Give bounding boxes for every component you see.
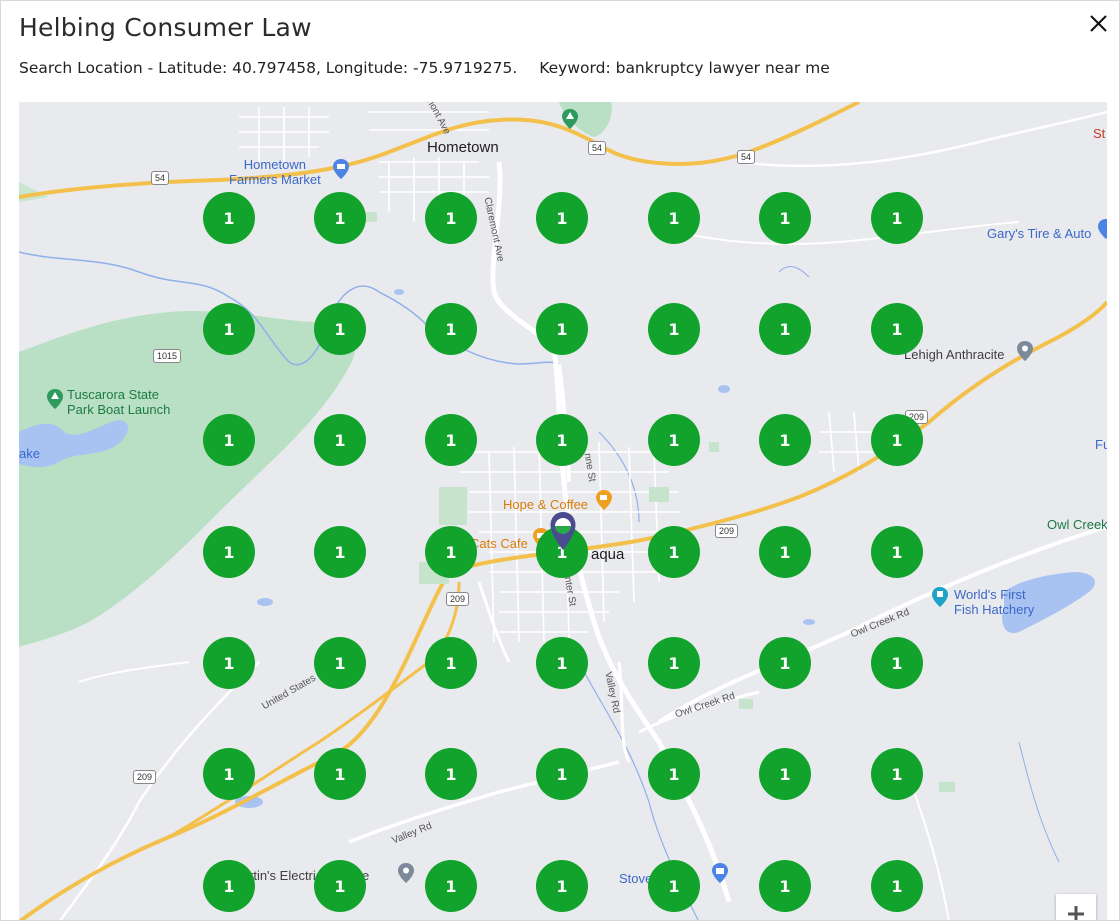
route-shield-54: 54 bbox=[151, 171, 170, 185]
map-label-owl-creek: Owl Creek bbox=[1047, 517, 1107, 532]
grid-marker[interactable]: 1 bbox=[648, 303, 700, 355]
grid-marker[interactable]: 1 bbox=[536, 748, 588, 800]
dialog-title: Helbing Consumer Law bbox=[19, 13, 312, 42]
route-shield-209: 209 bbox=[715, 524, 739, 538]
grid-marker[interactable]: 1 bbox=[759, 414, 811, 466]
grid-marker[interactable]: 1 bbox=[203, 860, 255, 912]
grid-marker[interactable]: 1 bbox=[536, 860, 588, 912]
map-label-farmers-market: Hometown Farmers Market bbox=[229, 157, 321, 187]
grid-marker[interactable]: 1 bbox=[648, 860, 700, 912]
grid-marker[interactable]: 1 bbox=[759, 303, 811, 355]
grid-marker[interactable]: 1 bbox=[648, 526, 700, 578]
grid-marker[interactable]: 1 bbox=[648, 637, 700, 689]
grid-marker[interactable]: 1 bbox=[314, 526, 366, 578]
grid-marker[interactable]: 1 bbox=[759, 526, 811, 578]
grid-marker[interactable]: 1 bbox=[759, 192, 811, 244]
grid-marker[interactable]: 1 bbox=[871, 748, 923, 800]
grid-marker[interactable]: 1 bbox=[648, 192, 700, 244]
map-label-hometown: Hometown bbox=[427, 139, 499, 156]
map-label-cats-cafe: Cats Cafe bbox=[470, 536, 528, 551]
grid-marker[interactable]: 1 bbox=[314, 192, 366, 244]
grid-marker[interactable]: 1 bbox=[314, 303, 366, 355]
grid-marker[interactable]: 1 bbox=[203, 303, 255, 355]
search-location-text: Search Location - Latitude: 40.797458, L… bbox=[19, 59, 518, 77]
grid-marker[interactable]: 1 bbox=[314, 414, 366, 466]
map-label-garys-tire: Gary's Tire & Auto bbox=[987, 226, 1092, 241]
close-icon bbox=[1090, 15, 1107, 32]
keyword-text: Keyword: bankruptcy lawyer near me bbox=[539, 59, 830, 77]
grid-marker[interactable]: 1 bbox=[871, 526, 923, 578]
grid-marker[interactable]: 1 bbox=[536, 637, 588, 689]
route-shield-209: 209 bbox=[133, 770, 157, 784]
map-label-town: aqua bbox=[591, 546, 625, 563]
grid-marker[interactable]: 1 bbox=[425, 860, 477, 912]
grid-marker[interactable]: 1 bbox=[425, 192, 477, 244]
grid-marker[interactable]: 1 bbox=[536, 414, 588, 466]
grid-marker[interactable]: 1 bbox=[203, 526, 255, 578]
grid-marker[interactable]: 1 bbox=[314, 860, 366, 912]
map-label-tuscarora: Tuscarora State Park Boat Launch bbox=[67, 387, 171, 417]
grid-marker[interactable]: 1 bbox=[203, 748, 255, 800]
map-label-stove: Stove bbox=[619, 871, 653, 886]
grid-marker[interactable]: 1 bbox=[425, 748, 477, 800]
grid-marker[interactable]: 1 bbox=[759, 860, 811, 912]
grid-marker[interactable]: 1 bbox=[425, 303, 477, 355]
route-shield-54: 54 bbox=[588, 141, 607, 155]
coffee-cup-icon bbox=[596, 490, 612, 510]
grid-marker[interactable]: 1 bbox=[871, 192, 923, 244]
shopping-bag-icon bbox=[1098, 219, 1107, 239]
map-label-fu: Fu bbox=[1095, 437, 1107, 452]
grid-marker[interactable]: 1 bbox=[648, 748, 700, 800]
grid-marker[interactable]: 1 bbox=[871, 860, 923, 912]
route-shield-54: 54 bbox=[737, 150, 756, 164]
grid-marker[interactable]: 1 bbox=[871, 637, 923, 689]
grid-marker[interactable]: 1 bbox=[203, 192, 255, 244]
grid-marker[interactable]: 1 bbox=[203, 637, 255, 689]
grid-marker[interactable]: 1 bbox=[425, 637, 477, 689]
tree-icon bbox=[47, 389, 63, 409]
tree-icon bbox=[562, 109, 578, 129]
fish-icon bbox=[932, 587, 948, 607]
route-shield-1015: 1015 bbox=[153, 349, 182, 363]
grid-marker[interactable]: 1 bbox=[425, 414, 477, 466]
shopping-bag-icon bbox=[712, 863, 728, 883]
map-label-st: St bbox=[1093, 126, 1106, 141]
grid-marker[interactable]: 1 bbox=[871, 303, 923, 355]
map-view[interactable]: Hometown Hometown Farmers Market Tuscaro… bbox=[19, 102, 1107, 920]
grid-marker[interactable]: 1 bbox=[314, 748, 366, 800]
grid-marker[interactable]: 1 bbox=[536, 303, 588, 355]
grid-marker[interactable]: 1 bbox=[314, 637, 366, 689]
zoom-in-button[interactable] bbox=[1056, 894, 1096, 920]
grid-marker[interactable]: 1 bbox=[648, 414, 700, 466]
shopping-cart-icon bbox=[333, 159, 349, 179]
grid-marker[interactable]: 1 bbox=[536, 192, 588, 244]
grid-marker[interactable]: 1 bbox=[759, 748, 811, 800]
location-pin-icon bbox=[1017, 341, 1033, 361]
search-location-pin-icon[interactable] bbox=[549, 511, 577, 551]
grid-marker[interactable]: 1 bbox=[425, 526, 477, 578]
grid-marker[interactable]: 1 bbox=[871, 414, 923, 466]
map-label-lehigh-anthracite: Lehigh Anthracite bbox=[904, 347, 1005, 362]
location-pin-icon bbox=[398, 863, 414, 883]
map-label-hope-coffee: Hope & Coffee bbox=[503, 497, 589, 512]
map-label-lake: ake bbox=[19, 446, 40, 461]
search-info: Search Location - Latitude: 40.797458, L… bbox=[19, 59, 830, 77]
grid-marker[interactable]: 1 bbox=[759, 637, 811, 689]
grid-marker[interactable]: 1 bbox=[203, 414, 255, 466]
close-button[interactable] bbox=[1086, 11, 1112, 37]
plus-icon bbox=[1068, 906, 1084, 920]
map-label-fish-hatchery: World's First Fish Hatchery bbox=[954, 587, 1035, 617]
route-shield-209: 209 bbox=[446, 592, 470, 606]
